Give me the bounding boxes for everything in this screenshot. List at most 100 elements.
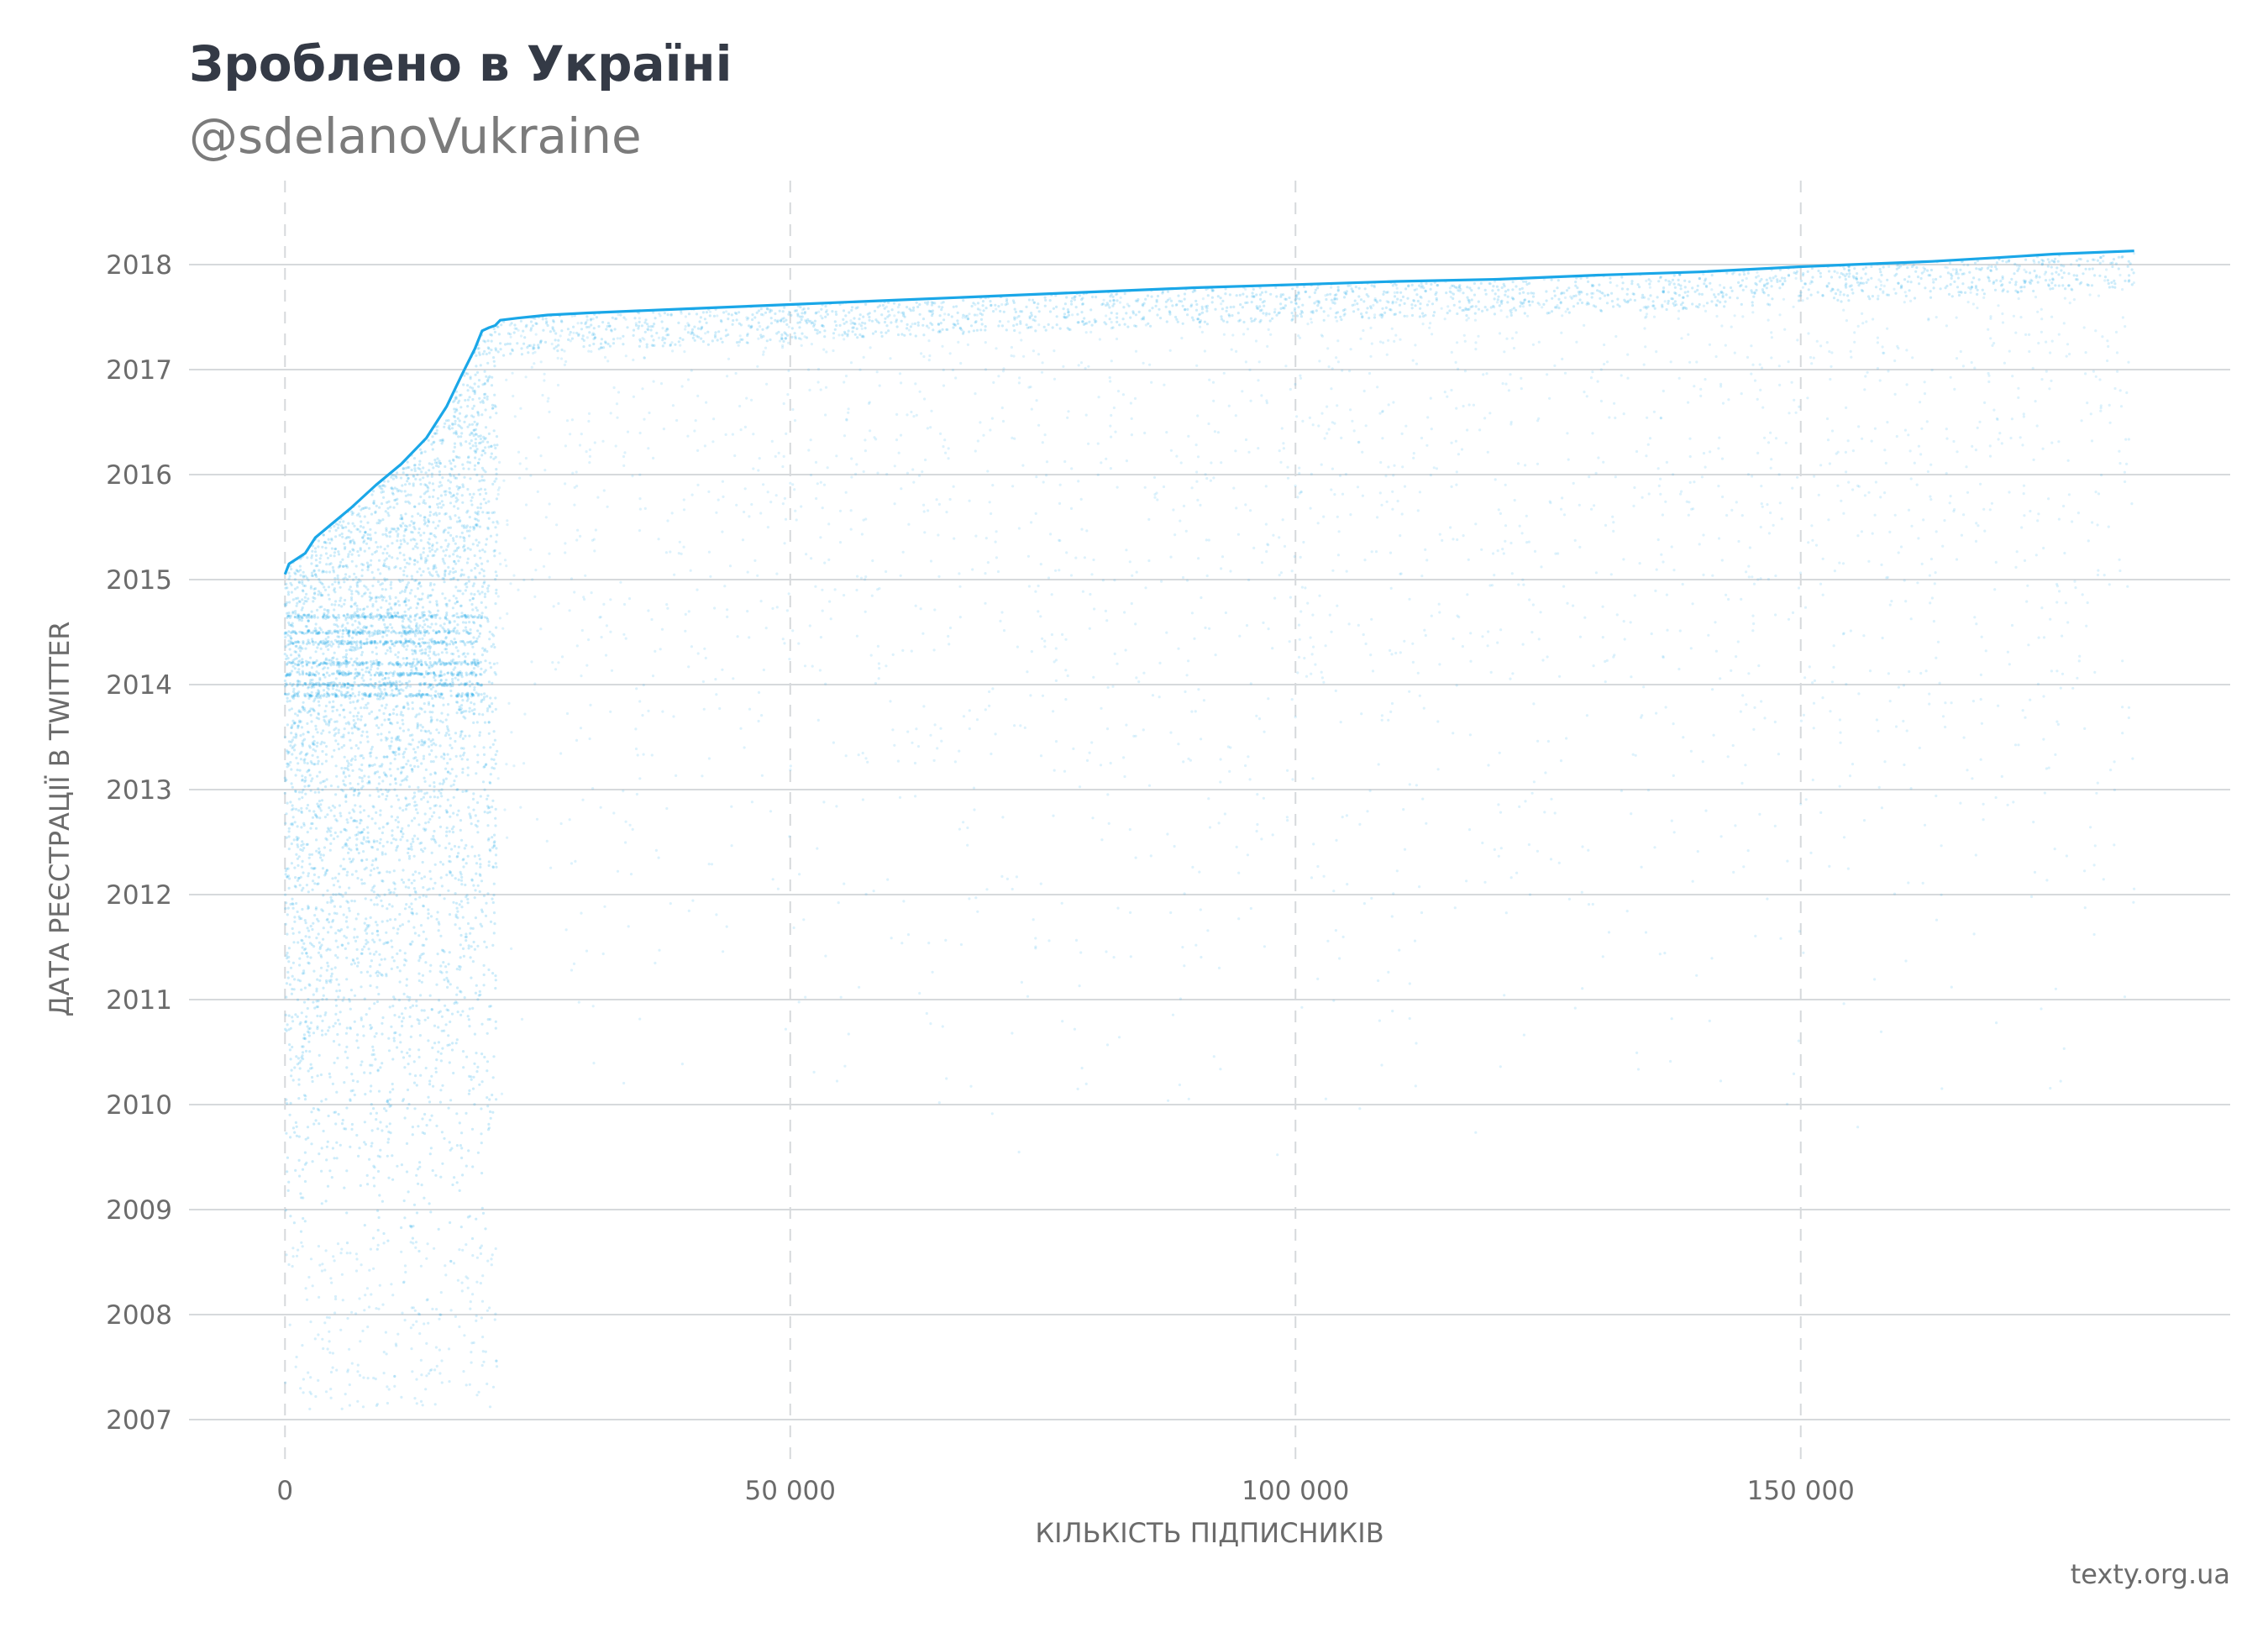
scatter-point <box>308 661 312 664</box>
scatter-point <box>323 682 326 686</box>
scatter-point <box>307 1275 311 1279</box>
scatter-point <box>480 449 485 453</box>
scatter-point <box>355 837 359 841</box>
scatter-point <box>466 1215 470 1219</box>
scatter-point <box>392 664 396 667</box>
scatter-point <box>388 891 391 895</box>
scatter-point <box>382 496 386 499</box>
scatter-point <box>326 1140 329 1143</box>
scatter-point <box>292 941 296 944</box>
scatter-point <box>362 836 365 839</box>
scatter-point <box>355 1257 359 1261</box>
scatter-point <box>445 810 449 814</box>
scatter-point <box>407 824 410 827</box>
scatter-point <box>290 707 293 711</box>
scatter-point <box>374 822 377 825</box>
scatter-point <box>342 661 345 664</box>
scatter-point <box>372 501 375 505</box>
scatter-point <box>386 755 389 759</box>
scatter-point <box>430 548 434 551</box>
scatter-point <box>287 827 291 830</box>
scatter-point <box>432 441 435 444</box>
scatter-point <box>317 545 320 549</box>
scatter-point <box>345 1211 349 1215</box>
scatter-point <box>421 637 424 641</box>
scatter-point <box>435 1364 438 1368</box>
scatter-point <box>489 696 492 700</box>
scatter-point <box>391 492 395 496</box>
scatter-point <box>470 499 473 502</box>
scatter-point <box>396 534 400 538</box>
scatter-point <box>356 1046 360 1049</box>
scatter-point <box>290 992 293 995</box>
scatter-point <box>489 455 493 459</box>
scatter-point <box>370 665 373 669</box>
scatter-point <box>486 378 490 381</box>
scatter-point <box>470 663 474 666</box>
scatter-point <box>353 542 356 545</box>
scatter-point <box>320 1169 323 1173</box>
scatter-point <box>324 870 328 874</box>
scatter-point <box>287 1263 291 1267</box>
scatter-point <box>320 605 323 608</box>
scatter-point <box>468 1089 471 1092</box>
scatter-point <box>488 706 491 709</box>
scatter-point <box>360 646 363 649</box>
scatter-point <box>441 626 444 629</box>
scatter-point <box>399 476 403 480</box>
scatter-point <box>407 743 411 746</box>
scatter-point <box>451 682 454 685</box>
scatter-point <box>372 501 375 506</box>
scatter-point <box>336 671 339 675</box>
scatter-point <box>297 845 300 848</box>
scatter-point <box>478 890 481 894</box>
scatter-point <box>470 701 473 705</box>
scatter-point <box>393 997 396 1000</box>
scatter-point <box>344 936 348 939</box>
scatter-point <box>332 672 335 675</box>
scatter-point <box>447 526 450 529</box>
scatter-point <box>365 866 368 869</box>
scatter-point <box>406 1106 409 1110</box>
scatter-point <box>470 945 473 948</box>
scatter-point <box>442 577 446 580</box>
scatter-point <box>402 534 406 538</box>
scatter-point <box>305 952 308 955</box>
scatter-point <box>416 723 419 727</box>
scatter-point <box>459 708 462 712</box>
scatter-point <box>398 806 402 810</box>
scatter-point <box>340 766 344 770</box>
scatter-point <box>317 643 320 647</box>
scatter-point <box>413 1397 417 1400</box>
scatter-point <box>302 732 305 736</box>
scatter-point <box>432 488 436 492</box>
scatter-point <box>367 1305 371 1309</box>
scatter-point <box>296 683 299 687</box>
scatter-point <box>294 774 297 777</box>
scatter-point <box>395 639 398 643</box>
scatter-point <box>301 1051 305 1054</box>
scatter-point <box>393 1014 396 1017</box>
scatter-point <box>435 432 438 435</box>
scatter-point <box>479 502 483 506</box>
scatter-point <box>494 1020 497 1023</box>
scatter-point <box>386 1154 389 1158</box>
scatter-point <box>317 1378 320 1382</box>
scatter-point <box>423 675 426 679</box>
scatter-point <box>495 435 499 438</box>
scatter-point <box>475 538 478 542</box>
scatter-point <box>465 932 468 936</box>
scatter-point <box>478 458 481 461</box>
scatter-point <box>339 560 343 564</box>
scatter-point <box>406 644 409 648</box>
scatter-point <box>333 638 337 642</box>
scatter-point <box>354 590 358 593</box>
scatter-point <box>291 753 294 756</box>
scatter-point <box>360 780 364 783</box>
scatter-point <box>402 573 406 577</box>
scatter-point <box>399 838 402 842</box>
scatter-point <box>334 528 338 533</box>
scatter-point <box>481 713 485 717</box>
scatter-point <box>354 619 357 623</box>
scatter-point <box>482 575 486 578</box>
